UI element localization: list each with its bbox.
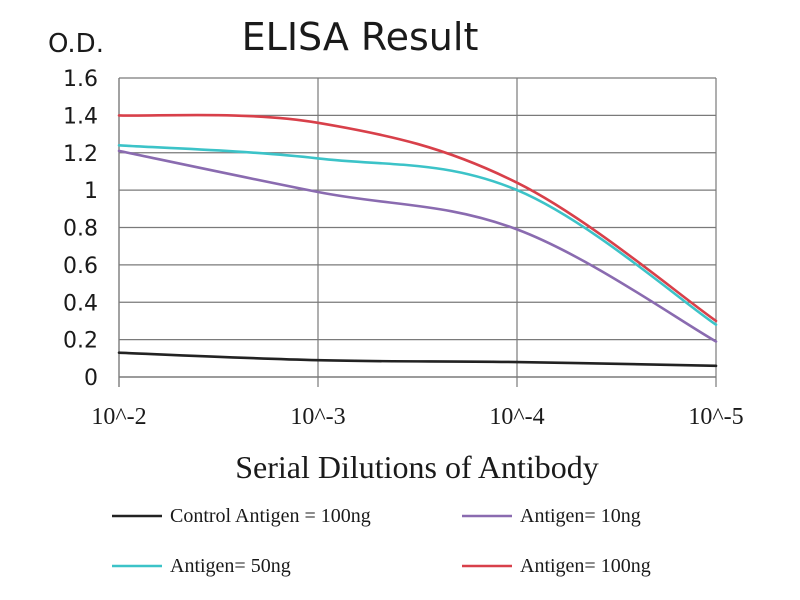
y-tick-label: 0 (84, 366, 98, 391)
y-tick-label: 0.2 (63, 329, 98, 354)
chart-title: ELISA Result (242, 15, 479, 59)
legend-label: Antigen= 100ng (520, 555, 651, 577)
series-line-1 (117, 351, 718, 368)
series-line-3 (117, 144, 718, 326)
series-lines (117, 113, 718, 368)
grid (118, 77, 717, 387)
x-tick-label: 10^-2 (91, 404, 146, 430)
y-tick-labels: 0 0.2 0.4 0.6 0.8 1 1.2 1.4 1.6 (63, 67, 98, 391)
x-tick-label: 10^-5 (688, 404, 743, 430)
y-tick-label: 1.4 (63, 104, 98, 129)
legend: Control Antigen = 100ng Antigen= 10ng Anti… (112, 505, 651, 577)
x-tick-labels: 10^-2 10^-3 10^-4 10^-5 (91, 404, 743, 430)
legend-label: Antigen= 10ng (520, 505, 641, 527)
legend-label: Antigen= 50ng (170, 555, 291, 577)
series-line-4 (117, 113, 718, 323)
y-tick-label: 0.8 (63, 217, 98, 242)
y-axis-label: O.D. (48, 29, 104, 59)
x-tick-label: 10^-4 (489, 404, 544, 430)
x-axis-label: Serial Dilutions of Antibody (235, 449, 599, 485)
series-line-2 (117, 149, 718, 343)
y-tick-label: 1.2 (63, 142, 98, 167)
legend-label: Control Antigen = 100ng (170, 505, 371, 527)
y-tick-label: 0.6 (63, 254, 98, 279)
y-tick-label: 1.6 (63, 67, 98, 92)
x-tick-label: 10^-3 (290, 404, 345, 430)
y-tick-label: 1 (84, 179, 98, 204)
y-tick-label: 0.4 (63, 291, 98, 316)
